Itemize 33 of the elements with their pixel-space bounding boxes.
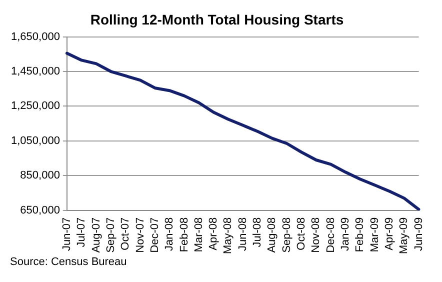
x-tick-label: Apr-09 xyxy=(384,217,396,250)
y-tick-label: 1,050,000 xyxy=(11,134,60,147)
x-tick-label: Mar-09 xyxy=(368,217,381,252)
x-tick-label: Jan-08 xyxy=(164,217,176,251)
x-tick-label: Jul-08 xyxy=(252,217,264,248)
y-tick-label: 850,000 xyxy=(20,170,60,182)
x-tick-label: Aug-08 xyxy=(266,217,278,253)
x-tick-label: Aug-07 xyxy=(90,217,102,253)
chart-title: Rolling 12-Month Total Housing Starts xyxy=(90,11,344,28)
x-tick-label: Sep-08 xyxy=(280,217,293,253)
x-tick-label: Feb-09 xyxy=(354,217,366,252)
x-tick-label: Feb-08 xyxy=(178,217,190,252)
x-tick-label: Apr-08 xyxy=(208,217,220,250)
x-tick-label: Nov-07 xyxy=(134,217,146,253)
y-tick-label: 1,250,000 xyxy=(11,100,60,112)
x-tick-label: Dec-07 xyxy=(148,217,161,253)
x-tick-label: Mar-08 xyxy=(192,217,205,252)
x-tick-label: Dec-08 xyxy=(324,217,337,253)
x-tick-label: Jun-08 xyxy=(236,217,249,251)
x-tick-label: Oct-08 xyxy=(296,217,308,250)
y-tick-label: 1,450,000 xyxy=(11,66,60,78)
y-tick-label: 1,650,000 xyxy=(11,30,60,43)
x-tick-label: Nov-08 xyxy=(310,217,322,253)
x-tick-label: May-09 xyxy=(398,217,410,254)
x-tick-label: Jun-07 xyxy=(60,217,73,251)
x-tick-label: Sep-07 xyxy=(104,217,117,253)
x-tick-label: Oct-07 xyxy=(120,217,132,250)
x-tick-label: May-08 xyxy=(222,217,234,254)
source-note: Source: Census Bureau xyxy=(10,256,128,268)
y-tick-label: 650,000 xyxy=(20,204,60,216)
x-tick-label: Jul-07 xyxy=(76,217,88,248)
x-tick-label: Jan-09 xyxy=(340,217,352,251)
x-tick-label: Jun-09 xyxy=(412,217,425,251)
